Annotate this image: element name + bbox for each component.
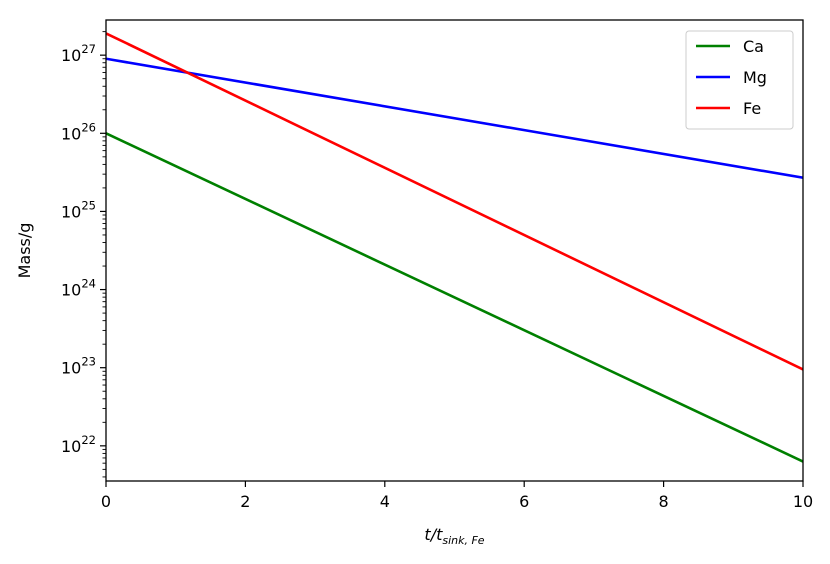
- x-axis: 0 2 4 6 8 10: [101, 481, 813, 511]
- y-tick-base: 10: [61, 202, 81, 221]
- y-tick-base: 10: [61, 46, 81, 65]
- x-axis-label-main: t/t: [424, 525, 443, 544]
- series-layer: [106, 31, 803, 463]
- series-line-fe: [106, 31, 803, 371]
- x-tick-label: 2: [240, 492, 250, 511]
- x-axis-label-sub: sink, Fe: [442, 534, 484, 547]
- y-tick-exponent: 23: [81, 355, 96, 369]
- y-axis-label: Mass/g: [15, 223, 34, 279]
- y-tick-exponent: 26: [81, 120, 96, 134]
- y-tick-label: 1026: [61, 120, 96, 143]
- y-tick-exponent: 24: [81, 277, 96, 291]
- x-tick-label: 8: [659, 492, 669, 511]
- y-tick-label: 1027: [61, 42, 96, 65]
- legend-label-mg: Mg: [743, 68, 767, 87]
- legend-frame: [685, 30, 794, 130]
- x-axis-label: t/tsink, Fe: [424, 525, 484, 547]
- legend-label-ca: Ca: [743, 37, 764, 56]
- x-tick-label: 10: [793, 492, 813, 511]
- plot-frame: [105, 19, 804, 482]
- y-tick-label: 1024: [61, 277, 96, 300]
- series-line-ca: [106, 131, 803, 463]
- legend: Ca Mg Fe: [685, 30, 794, 130]
- y-tick-label: 1023: [61, 355, 96, 378]
- x-tick-label: 0: [101, 492, 111, 511]
- y-tick-label: 1025: [61, 198, 96, 221]
- x-tick-label: 4: [380, 492, 390, 511]
- legend-label-fe: Fe: [743, 99, 761, 118]
- y-tick-base: 10: [61, 359, 81, 378]
- y-tick-label: 1022: [61, 433, 96, 456]
- series-line-mg: [106, 57, 803, 180]
- x-tick-label: 6: [519, 492, 529, 511]
- y-tick-exponent: 22: [81, 433, 96, 447]
- y-tick-exponent: 27: [81, 42, 96, 56]
- y-tick-base: 10: [61, 281, 81, 300]
- y-tick-base: 10: [61, 437, 81, 456]
- y-tick-exponent: 25: [81, 198, 96, 212]
- y-tick-base: 10: [61, 124, 81, 143]
